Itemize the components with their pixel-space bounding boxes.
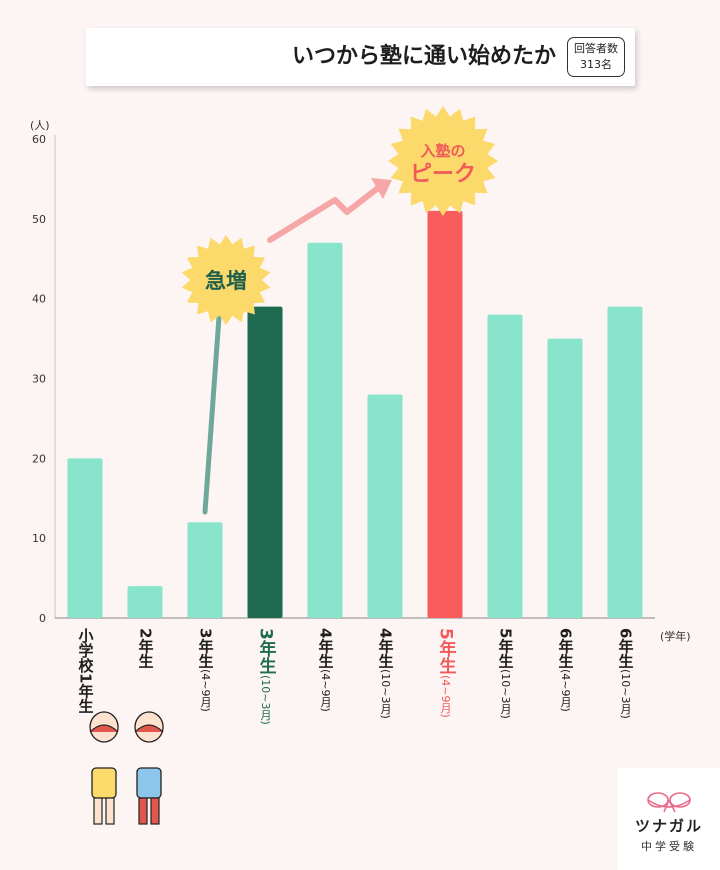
category-label-2: 2年生 — [125, 628, 165, 668]
title-box: いつから塾に通い始めたか 回答者数 313名 — [86, 28, 635, 86]
category-main: 5年生 — [496, 628, 515, 669]
category-main: 6年生 — [556, 628, 575, 669]
surge-burst — [181, 235, 271, 325]
category-main: 3年生 — [196, 628, 215, 669]
y-tick-label: 0 — [39, 612, 46, 625]
respondent-label: 回答者数 — [574, 42, 618, 55]
bar-7 — [427, 210, 463, 618]
category-main: 6年生 — [616, 628, 635, 669]
category-sub: (10~3月) — [379, 669, 392, 720]
bar-8 — [487, 314, 523, 618]
y-tick-label: 10 — [32, 532, 46, 545]
bar-2 — [127, 586, 163, 618]
category-label-9: 6年生 (4~9月) — [545, 628, 585, 712]
knot-icon — [647, 792, 691, 813]
category-label-5: 4年生 (4~9月) — [305, 628, 345, 712]
logo-name: ツナガル — [634, 817, 703, 835]
y-unit-label: (人) — [30, 119, 50, 132]
kid-body — [136, 767, 162, 799]
peak-label-line2: ピーク — [410, 162, 476, 187]
peak-arrow-line — [267, 185, 381, 243]
respondent-count: 313名 — [580, 58, 612, 71]
kid-leg — [138, 797, 148, 825]
category-label-6: 4年生 (10~3月) — [365, 628, 405, 719]
category-sub: (4~9月) — [559, 669, 572, 713]
kid-leg — [150, 797, 160, 825]
category-label-10: 6年生 (10~3月) — [605, 628, 645, 719]
category-main: 小学校1年生 — [76, 628, 95, 714]
bar-1 — [67, 458, 103, 618]
girl-illustration — [89, 711, 119, 825]
bar-9 — [547, 338, 583, 618]
category-main: 4年生 — [376, 628, 395, 669]
bar-6 — [367, 394, 403, 618]
category-sub: (4~9月) — [199, 669, 212, 713]
respondent-count-badge: 回答者数 313名 — [567, 37, 625, 77]
category-main: 4年生 — [316, 628, 335, 669]
y-tick-label: 50 — [32, 213, 46, 226]
y-tick-label: 30 — [32, 373, 46, 386]
y-tick-label: 20 — [32, 452, 46, 465]
kid-hair — [89, 724, 119, 733]
category-label-7: 5年生 (4~9月) — [425, 628, 465, 718]
logo-subtitle: 中学受験 — [641, 840, 697, 853]
category-label-8: 5年生 (10~3月) — [485, 628, 525, 719]
bar-3 — [187, 522, 223, 618]
bar-10 — [607, 306, 643, 618]
peak-burst — [388, 106, 498, 216]
kid-leg — [93, 797, 103, 825]
peak-arrow-head — [371, 178, 392, 199]
bar-5 — [307, 242, 343, 619]
category-main: 2年生 — [136, 628, 155, 669]
category-sub: (4~9月) — [439, 674, 452, 718]
category-sub: (4~9月) — [319, 669, 332, 713]
kid-body — [91, 767, 117, 799]
bar-4 — [247, 306, 283, 618]
category-main: 3年生 — [255, 628, 276, 674]
y-tick-label: 60 — [32, 133, 46, 146]
boy-illustration — [134, 711, 164, 825]
surge-arrow-line — [202, 300, 223, 515]
kid-hair — [134, 724, 164, 733]
surge-label: 急増 — [205, 269, 247, 293]
category-sub: (10~3月) — [619, 669, 632, 720]
x-unit-label: (学年) — [660, 629, 691, 643]
category-label-3: 3年生 (4~9月) — [185, 628, 225, 712]
category-sub: (10~3月) — [259, 674, 272, 725]
category-sub: (10~3月) — [499, 669, 512, 720]
category-main: 5年生 — [435, 628, 456, 674]
chart-title: いつから塾に通い始めたか — [291, 44, 556, 69]
brand-logo: ツナガル 中学受験 — [618, 768, 720, 870]
category-label-4: 3年生 (10~3月) — [245, 628, 285, 725]
kid-leg — [105, 797, 115, 825]
y-tick-label: 40 — [32, 293, 46, 306]
peak-label-line1: 入塾の — [420, 142, 465, 160]
category-label-1: 小学校1年生 — [65, 628, 105, 713]
